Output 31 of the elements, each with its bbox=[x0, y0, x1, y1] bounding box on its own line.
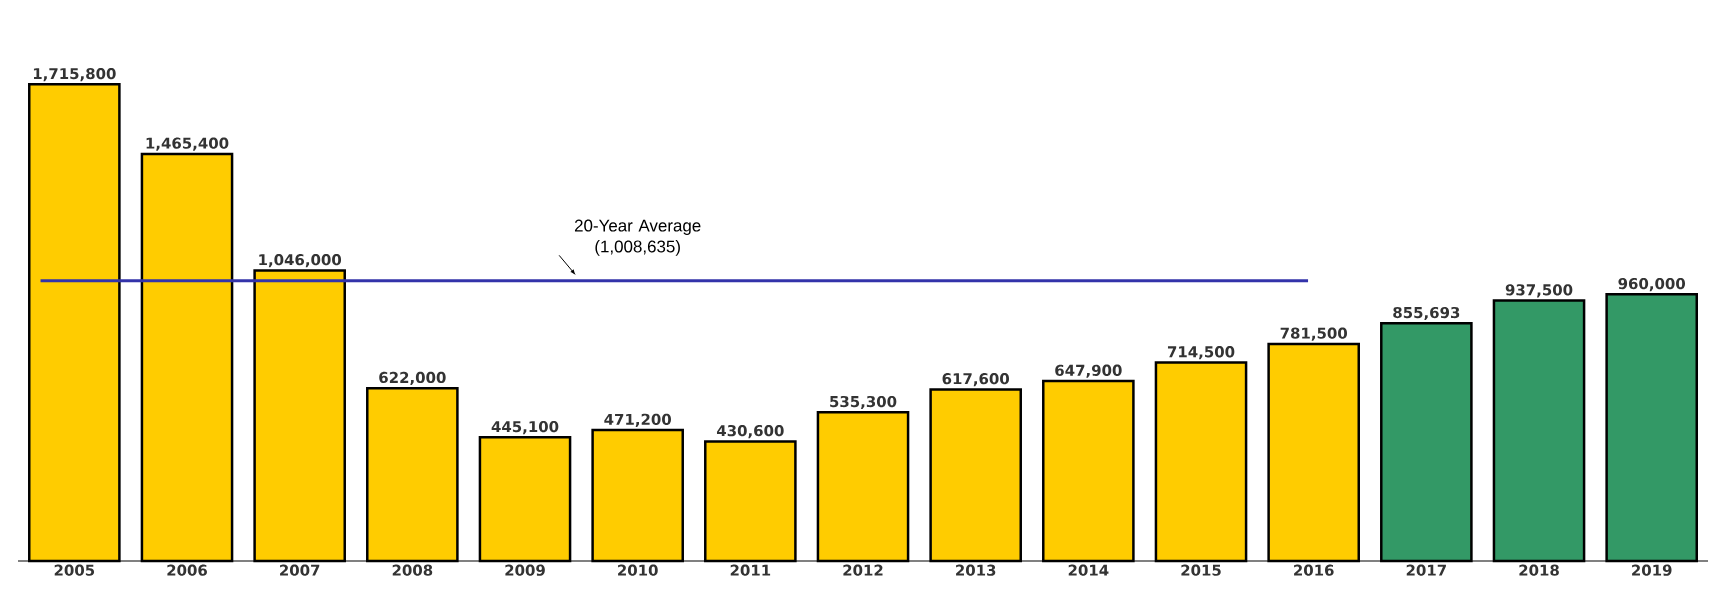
x-tick-label: 2018 bbox=[1519, 564, 1559, 576]
x-tick-label: 2014 bbox=[1068, 564, 1109, 576]
data-label: 430,600 bbox=[716, 424, 784, 439]
data-label: 622,000 bbox=[379, 371, 446, 386]
x-tick-label: 2008 bbox=[392, 564, 433, 576]
x-tick-label: 2012 bbox=[843, 564, 883, 576]
x-tick-label: 2005 bbox=[54, 564, 95, 576]
x-tick-label: 2017 bbox=[1406, 564, 1446, 576]
x-tick-label: 2009 bbox=[505, 564, 545, 576]
data-label: 855,693 bbox=[1393, 306, 1460, 321]
data-label: 445,100 bbox=[491, 420, 559, 435]
data-label: 471,200 bbox=[604, 413, 671, 427]
x-tick-label: 2013 bbox=[956, 564, 996, 576]
data-label: 937,500 bbox=[1505, 284, 1573, 298]
data-label: 647,900 bbox=[1055, 364, 1122, 378]
x-tick-label: 2007 bbox=[280, 564, 320, 576]
x-tick-label: 2011 bbox=[730, 564, 771, 576]
data-label: 714,500 bbox=[1167, 346, 1235, 360]
data-label: 1,465,400 bbox=[146, 137, 229, 151]
data-label: 535,300 bbox=[830, 395, 897, 410]
data-label: 617,600 bbox=[942, 373, 1009, 387]
x-tick-label: 2019 bbox=[1632, 564, 1672, 576]
x-tick-label: 2015 bbox=[1181, 564, 1221, 576]
data-label: 1,046,000 bbox=[259, 254, 342, 268]
data-label: 960,000 bbox=[1618, 277, 1686, 292]
data-label: 781,500 bbox=[1280, 327, 1347, 341]
x-tick-label: 2016 bbox=[1294, 564, 1334, 576]
x-tick-label: 2006 bbox=[167, 564, 207, 576]
x-tick-label: 2010 bbox=[618, 564, 658, 576]
ref-line-label: 20-Year Average (1,008,635) bbox=[574, 219, 701, 256]
data-label: 1,715,800 bbox=[33, 67, 116, 82]
